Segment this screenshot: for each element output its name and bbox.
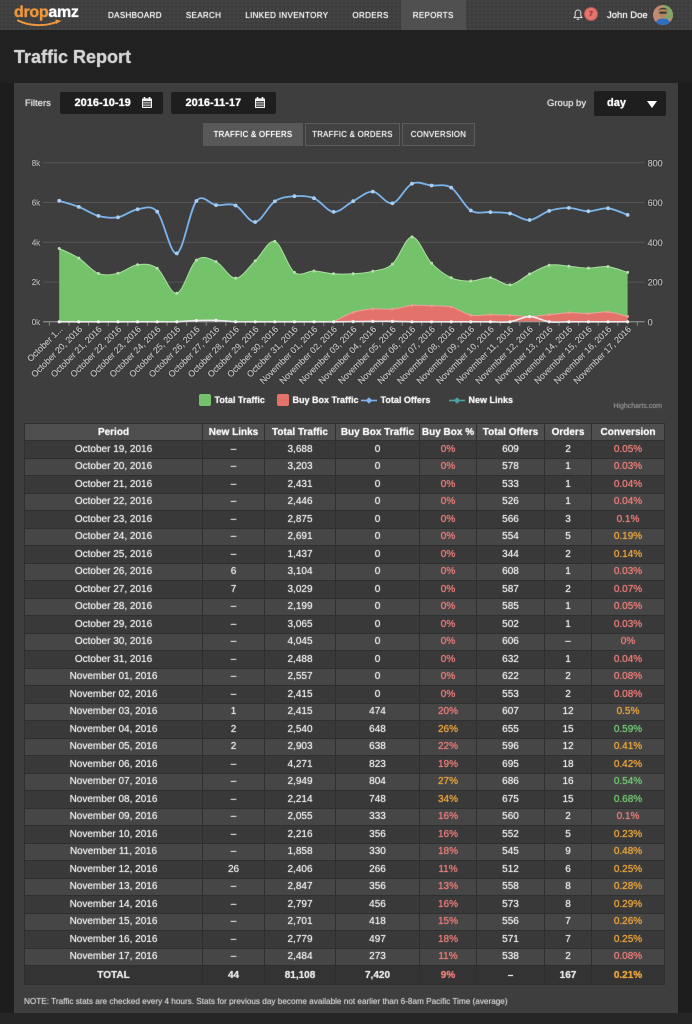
svg-text:400: 400 — [648, 238, 663, 248]
svg-text:200: 200 — [648, 278, 663, 288]
svg-text:0k: 0k — [32, 318, 41, 327]
svg-text:4k: 4k — [32, 238, 41, 247]
svg-text:600: 600 — [648, 198, 663, 208]
svg-text:8k: 8k — [32, 159, 41, 168]
svg-text:6k: 6k — [32, 199, 41, 208]
svg-text:800: 800 — [648, 158, 663, 168]
svg-text:0: 0 — [648, 317, 653, 327]
svg-text:2k: 2k — [32, 278, 41, 287]
